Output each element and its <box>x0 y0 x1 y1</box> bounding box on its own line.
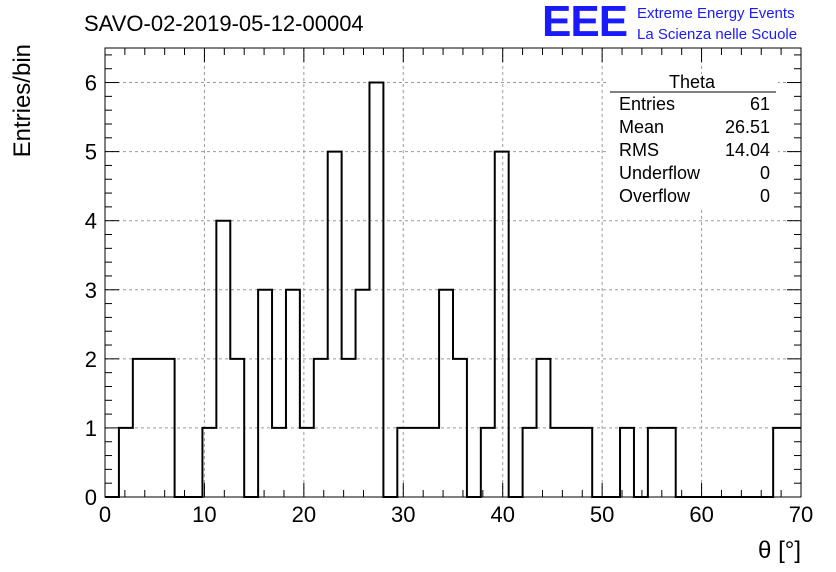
y-tick-label: 3 <box>85 278 97 303</box>
stats-row-label: Mean <box>619 117 664 137</box>
y-tick-label: 2 <box>85 347 97 372</box>
y-tick-label: 6 <box>85 71 97 96</box>
y-tick-label: 0 <box>85 485 97 510</box>
stats-row-label: Overflow <box>619 186 691 206</box>
stats-title: Theta <box>669 72 716 92</box>
logo-line-1: Extreme Energy Events <box>637 5 795 22</box>
x-tick-label: 50 <box>590 502 614 527</box>
stats-row-value: 61 <box>750 94 770 114</box>
stats-row-label: RMS <box>619 140 659 160</box>
y-tick-label: 4 <box>85 209 97 234</box>
x-tick-label: 40 <box>490 502 514 527</box>
x-tick-label: 30 <box>391 502 415 527</box>
x-tick-label: 20 <box>292 502 316 527</box>
x-tick-label: 0 <box>99 502 111 527</box>
y-axis-label: Entries/bin <box>9 44 36 157</box>
stats-box <box>606 74 778 210</box>
histogram-line <box>105 81 801 498</box>
x-axis-label: θ [°] <box>758 537 801 564</box>
stats-row-label: Underflow <box>619 163 701 183</box>
x-tick-label: 60 <box>689 502 713 527</box>
eee-logo-mark: EEE <box>542 0 628 46</box>
stats-row-value: 0 <box>760 163 770 183</box>
stats-row-value: 26.51 <box>725 117 770 137</box>
stats-row-label: Entries <box>619 94 675 114</box>
x-tick-label: 70 <box>789 502 813 527</box>
logo-line-2: La Scienza nelle Scuole <box>637 26 798 43</box>
chart-title: SAVO-02-2019-05-12-00004 <box>84 11 364 36</box>
y-tick-label: 1 <box>85 416 97 441</box>
plot-frame <box>104 47 802 498</box>
stats-row-value: 14.04 <box>725 140 770 160</box>
x-tick-label: 10 <box>192 502 216 527</box>
stats-row-value: 0 <box>760 186 770 206</box>
y-tick-label: 5 <box>85 140 97 165</box>
